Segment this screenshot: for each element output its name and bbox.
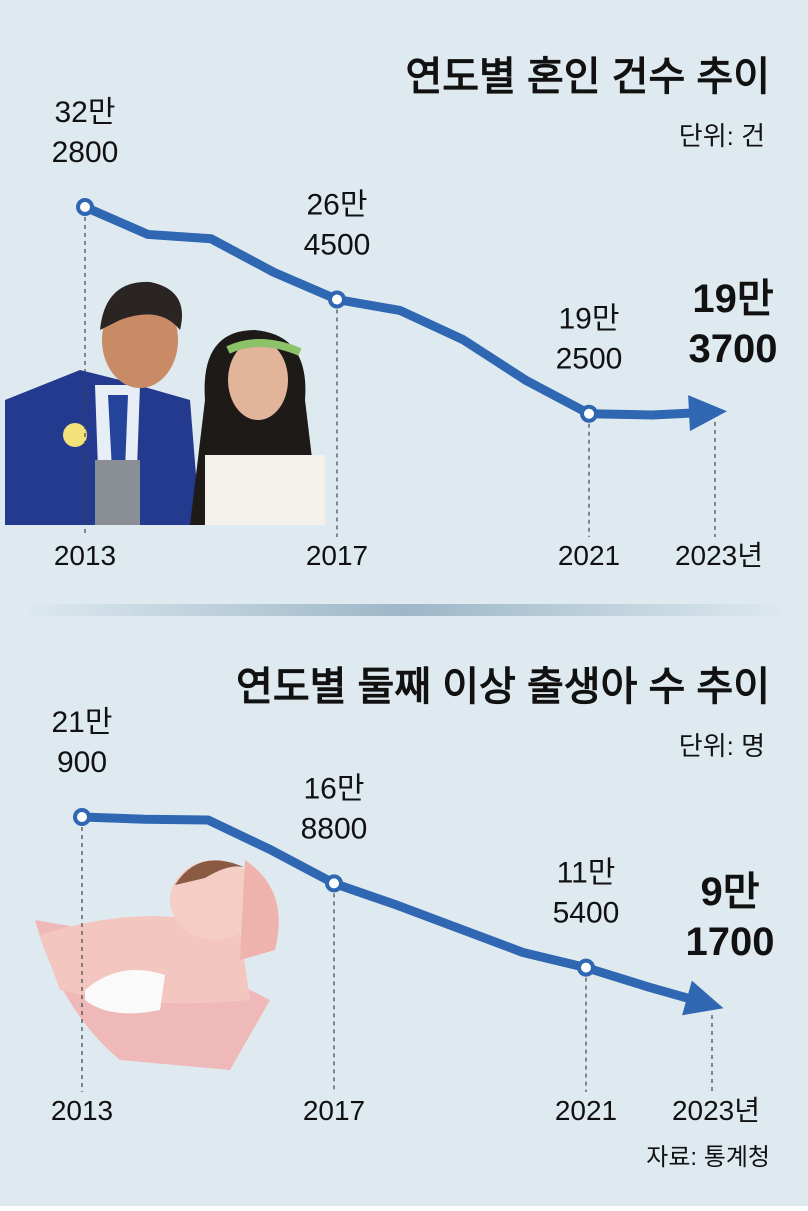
value-label: 26만 4500 xyxy=(304,188,371,261)
x-tick-label: 2021 xyxy=(558,540,620,571)
point xyxy=(73,808,91,826)
x-tick-label: 2013 xyxy=(54,540,116,571)
unit-label: 단위: 명 xyxy=(679,731,765,761)
couple-illustration xyxy=(5,281,325,525)
x-tick-label: 2023년 xyxy=(672,1095,760,1126)
baby-illustration xyxy=(35,860,279,1070)
point xyxy=(325,874,343,893)
value-label: 11만 5400 xyxy=(553,857,620,930)
chart-title: 연도별 혼인 건수 추이 xyxy=(405,55,770,99)
value-label: 19만 2500 xyxy=(556,303,623,376)
value-label: 21만 900 xyxy=(52,706,113,779)
line xyxy=(77,812,717,1010)
value-label: 19만 3700 xyxy=(689,277,778,371)
line xyxy=(80,202,720,420)
value-label: 32만 2800 xyxy=(52,96,119,169)
point xyxy=(577,958,595,977)
arrow-head xyxy=(688,395,727,432)
source: 자료: 통계청 xyxy=(646,1144,770,1171)
point xyxy=(328,290,346,309)
x-tick-label: 2013 xyxy=(51,1095,113,1126)
separator xyxy=(30,604,780,616)
arrow-head xyxy=(682,980,724,1016)
point xyxy=(76,198,94,216)
chart-title: 연도별 둘째 이상 출생아 수 추이 xyxy=(236,665,770,709)
point xyxy=(580,404,598,423)
value-label: 16만 8800 xyxy=(301,772,368,845)
x-tick-label: 2023년 xyxy=(675,540,763,571)
unit-label: 단위: 건 xyxy=(679,121,765,151)
value-label: 9만 1700 xyxy=(686,870,775,964)
x-tick-label: 2017 xyxy=(306,540,368,571)
x-tick-label: 2021 xyxy=(555,1095,617,1126)
x-tick-label: 2017 xyxy=(303,1095,365,1126)
